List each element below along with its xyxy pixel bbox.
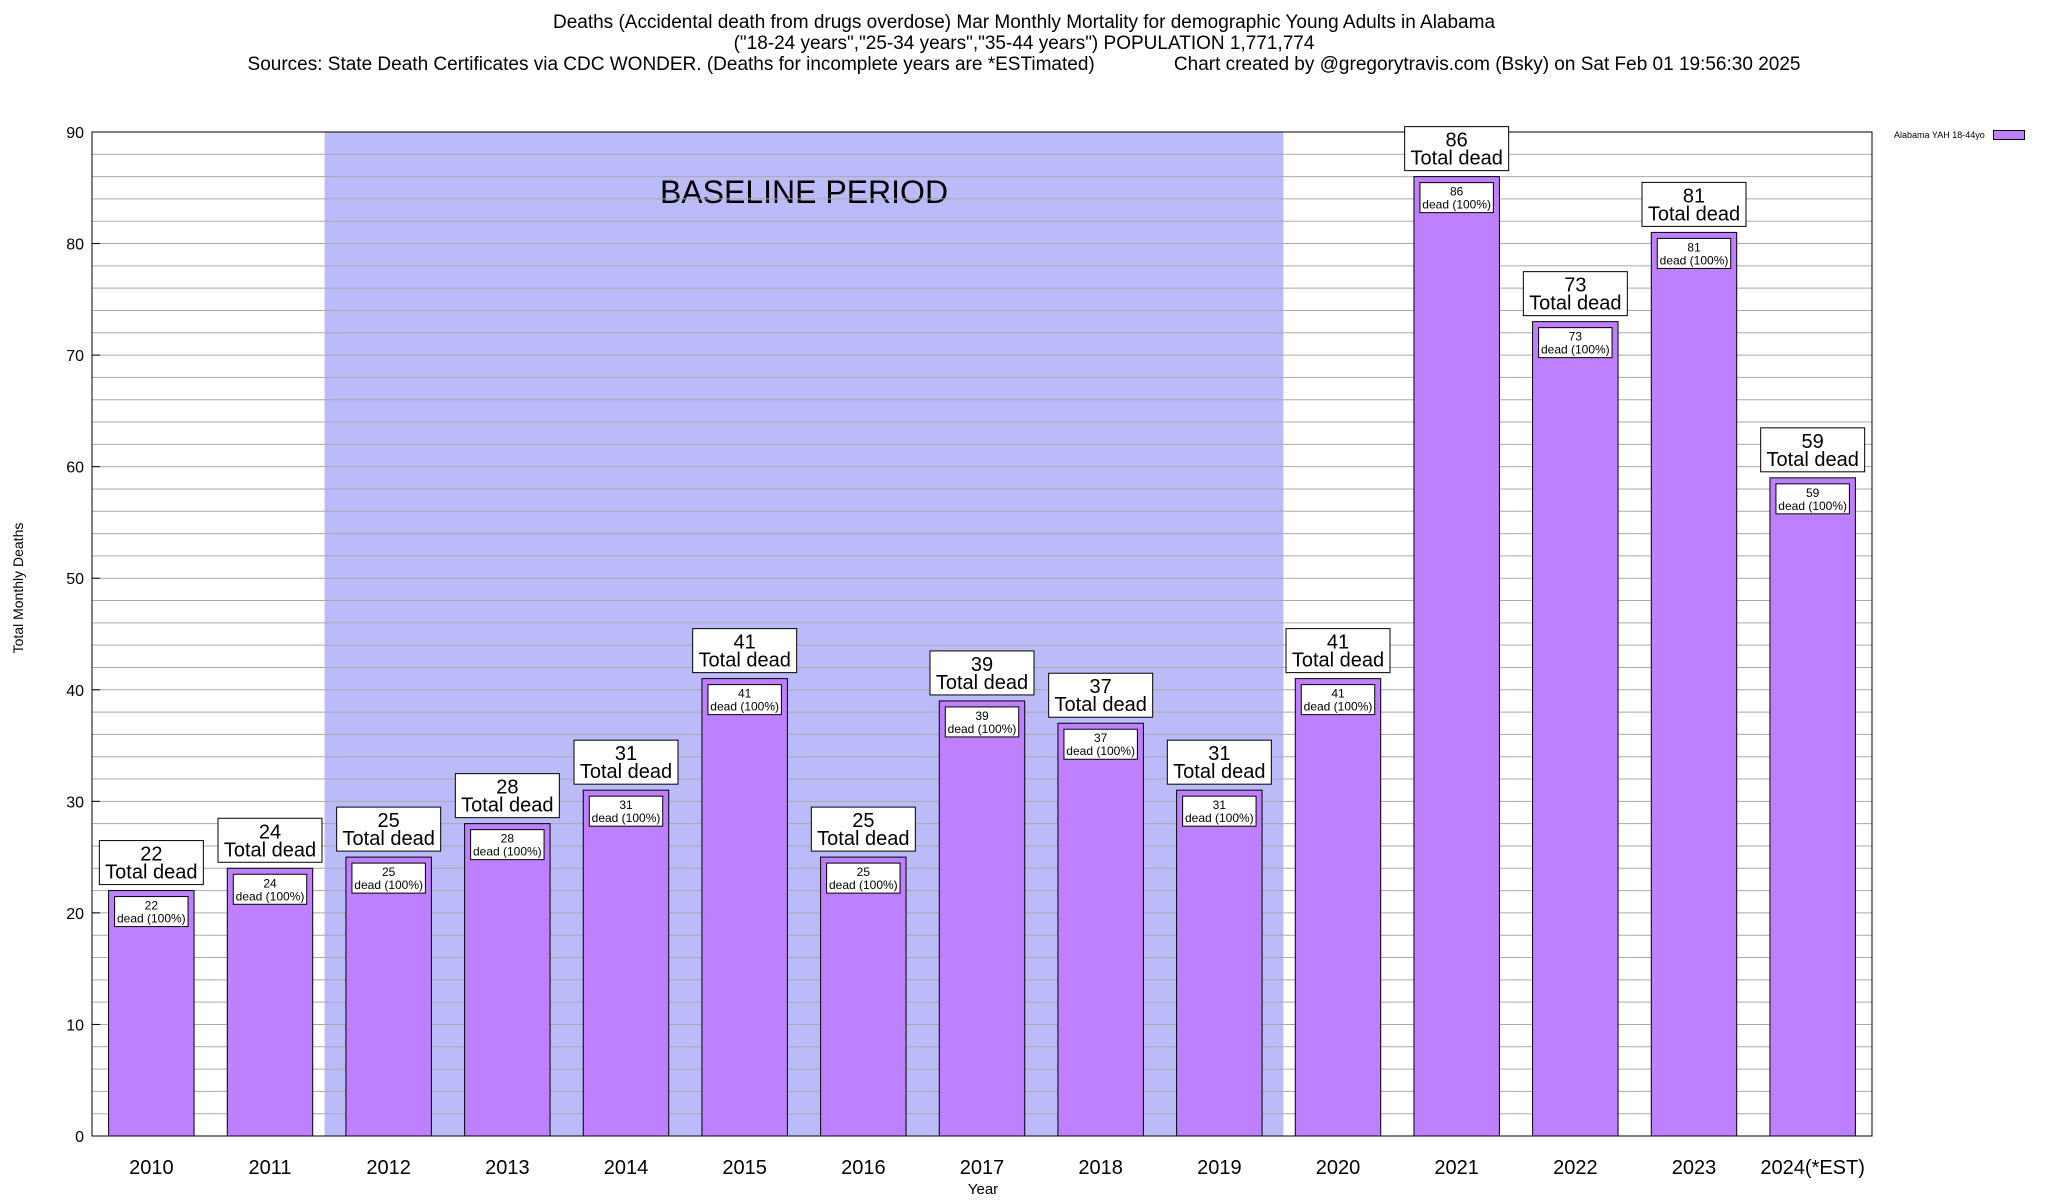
bar (1414, 177, 1499, 1136)
bar-inner-caption: dead (100%) (948, 722, 1017, 736)
bar-inner-caption: dead (100%) (1304, 700, 1373, 714)
legend-swatch (1993, 130, 2025, 140)
bar-inner-caption: dead (100%) (829, 878, 898, 892)
bar (1533, 322, 1618, 1136)
x-tick-label: 2019 (1197, 1157, 1242, 1179)
bar-inner-value: 22 (145, 899, 159, 913)
x-tick-label: 2015 (722, 1157, 767, 1179)
bar-inner-value: 37 (1094, 731, 1108, 745)
bar (939, 701, 1024, 1136)
bar-inner-caption: dead (100%) (1541, 343, 1610, 357)
x-tick-label: 2022 (1553, 1157, 1598, 1179)
bar-top-caption: Total dead (580, 761, 672, 783)
bar-inner-value: 25 (857, 865, 871, 879)
y-tick-label: 20 (66, 906, 84, 923)
x-tick-label: 2012 (366, 1157, 411, 1179)
y-tick-label: 30 (66, 794, 84, 811)
x-axis-label: Year (0, 1181, 1966, 1198)
x-tick-label: 2010 (129, 1157, 174, 1179)
bar (583, 790, 668, 1136)
y-tick-label: 60 (66, 460, 84, 477)
y-axis-label-wrap: Total Monthly Deaths (6, 0, 32, 1200)
x-tick-label: 2017 (960, 1157, 1005, 1179)
bar-top-caption: Total dead (105, 862, 197, 884)
bar-top-caption: Total dead (1055, 694, 1147, 716)
bar-inner-caption: dead (100%) (592, 811, 661, 825)
bar (465, 824, 550, 1136)
bar-inner-caption: dead (100%) (1422, 198, 1491, 212)
y-tick-label: 50 (66, 571, 84, 588)
bar (1651, 232, 1736, 1136)
bar (702, 679, 787, 1136)
bar-inner-value: 81 (1687, 240, 1701, 254)
legend-series-name: Alabama YAH 18-44yo (1894, 130, 1985, 140)
y-tick-label: 10 (66, 1017, 84, 1034)
bar (346, 857, 431, 1136)
y-tick-label: 0 (75, 1129, 84, 1146)
bar (821, 857, 906, 1136)
bar-inner-caption: dead (100%) (710, 700, 779, 714)
bar-inner-value: 86 (1450, 185, 1464, 199)
x-tick-label: 2024(*EST) (1760, 1157, 1865, 1179)
bar (1295, 679, 1380, 1136)
bar (1177, 790, 1262, 1136)
bar-inner-caption: dead (100%) (1066, 744, 1135, 758)
bar-inner-caption: dead (100%) (117, 912, 186, 926)
bar-inner-caption: dead (100%) (1778, 499, 1847, 513)
bar-inner-caption: dead (100%) (1660, 253, 1729, 267)
bar-inner-value: 31 (1213, 798, 1227, 812)
bar-inner-value: 41 (738, 687, 752, 701)
bar-inner-value: 24 (263, 876, 277, 890)
bar-top-caption: Total dead (817, 828, 909, 850)
bar-top-caption: Total dead (699, 650, 791, 672)
bar-chart: BASELINE PERIOD 0 10 20 30 40 50 60 70 80 90 2010 2… (0, 0, 2048, 1200)
bar-top-caption: Total dead (1292, 650, 1384, 672)
bar-top-caption: Total dead (1173, 761, 1265, 783)
baseline-label: BASELINE PERIOD (660, 174, 948, 210)
y-tick-label: 70 (66, 348, 84, 365)
bar-inner-value: 59 (1806, 486, 1820, 500)
bar-top-caption: Total dead (936, 672, 1028, 694)
x-tick-label: 2023 (1672, 1157, 1717, 1179)
bar-top-caption: Total dead (461, 795, 553, 817)
bar (109, 891, 194, 1136)
bar-top-caption: Total dead (1529, 293, 1621, 315)
bar-inner-value: 41 (1331, 687, 1345, 701)
x-tick-label: 2011 (248, 1157, 291, 1179)
x-tick-label: 2016 (841, 1157, 886, 1179)
bar-top-caption: Total dead (1767, 449, 1859, 471)
x-tick-label: 2014 (604, 1157, 649, 1179)
bar-top-caption: Total dead (224, 839, 316, 861)
bar (1770, 478, 1855, 1136)
x-tick-label: 2020 (1316, 1157, 1361, 1179)
bar-inner-value: 25 (382, 865, 396, 879)
bar-inner-caption: dead (100%) (473, 845, 542, 859)
bar (227, 868, 312, 1136)
x-tick-label: 2018 (1078, 1157, 1123, 1179)
bar-inner-caption: dead (100%) (1185, 811, 1254, 825)
x-tick-label: 2013 (485, 1157, 530, 1179)
y-tick-label: 90 (66, 125, 84, 142)
bar-inner-value: 39 (975, 709, 989, 723)
bar-inner-value: 73 (1569, 330, 1583, 344)
bar (1058, 723, 1143, 1136)
bar-top-caption: Total dead (1648, 203, 1740, 225)
x-tick-label: 2021 (1434, 1157, 1479, 1179)
y-tick-label: 40 (66, 683, 84, 700)
legend: Alabama YAH 18-44yo (1894, 130, 2025, 140)
bar-inner-value: 31 (619, 798, 633, 812)
bar-top-caption: Total dead (343, 828, 435, 850)
bar-inner-caption: dead (100%) (354, 878, 423, 892)
y-axis-label: Total Monthly Deaths (10, 488, 26, 688)
y-tick-label: 80 (66, 237, 84, 254)
bar-inner-value: 28 (501, 832, 515, 846)
bar-inner-caption: dead (100%) (236, 889, 305, 903)
bar-top-caption: Total dead (1411, 148, 1503, 170)
